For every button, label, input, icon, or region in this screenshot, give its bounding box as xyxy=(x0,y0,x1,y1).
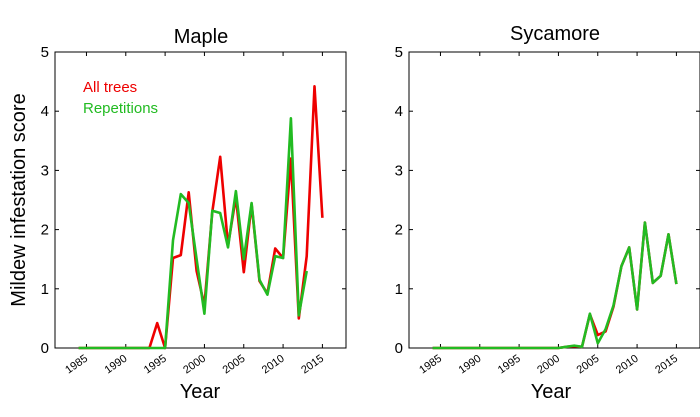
maple-x-axis-label: Year xyxy=(180,381,221,403)
maple-xtick-label: 2015 xyxy=(299,353,326,377)
maple-series-repetitions-line xyxy=(78,117,308,350)
sycamore-series-repetitions-line xyxy=(432,221,678,350)
sycamore-xtick-label: 2015 xyxy=(653,353,680,377)
sycamore-xtick-label: 1995 xyxy=(496,353,523,377)
sycamore-ytick-label: 2 xyxy=(395,222,403,239)
sycamore-ytick-label: 5 xyxy=(395,44,403,61)
maple-ytick-label: 0 xyxy=(41,340,49,357)
maple-title: Maple xyxy=(174,26,228,48)
sycamore-ytick-label: 0 xyxy=(395,340,403,357)
sycamore-xtick-label: 2010 xyxy=(614,353,641,377)
sycamore-xtick-label: 2000 xyxy=(535,353,562,377)
sycamore-xtick-label: 2005 xyxy=(575,353,602,377)
maple-xtick-label: 1990 xyxy=(103,353,130,377)
legend-all-trees: All trees xyxy=(83,79,137,96)
sycamore-ytick-label: 1 xyxy=(395,281,403,298)
sycamore-frame xyxy=(408,51,700,349)
maple-ytick-label: 5 xyxy=(41,44,49,61)
sycamore-ytick-label: 3 xyxy=(395,162,403,179)
maple-xtick-label: 2010 xyxy=(260,353,287,377)
maple-ytick-label: 1 xyxy=(41,281,49,298)
maple-xtick-label: 2000 xyxy=(181,353,208,377)
sycamore-x-axis-label: Year xyxy=(531,381,572,403)
maple-xtick-label: 1995 xyxy=(142,353,169,377)
sycamore-xtick-label: 1990 xyxy=(457,353,484,377)
maple-ytick-label: 3 xyxy=(41,162,49,179)
y-axis-label: Mildew infestation score xyxy=(8,93,30,306)
maple-frame xyxy=(54,51,347,349)
maple-xtick-label: 1985 xyxy=(63,353,90,377)
sycamore-panel: Sycamore Year 0 1 2 3 4 5 1985 1990 1995 2000 2005… xyxy=(395,23,700,403)
maple-xtick-label: 2005 xyxy=(221,353,248,377)
sycamore-ytick-label: 4 xyxy=(395,103,403,120)
legend-repetitions: Repetitions xyxy=(83,100,158,117)
sycamore-title: Sycamore xyxy=(510,23,600,45)
maple-panel: Maple Year All trees Repetitions 0 1 2 3 4 5 1… xyxy=(41,26,347,403)
maple-ytick-label: 2 xyxy=(41,222,49,239)
sycamore-xtick-label: 1985 xyxy=(417,353,444,377)
maple-ytick-label: 4 xyxy=(41,103,49,120)
